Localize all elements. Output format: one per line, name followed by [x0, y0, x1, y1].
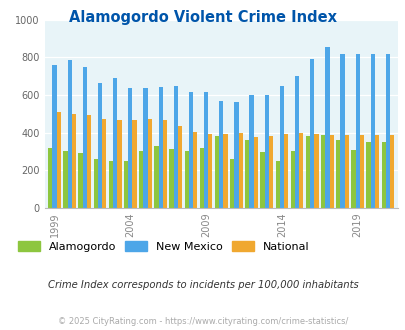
Bar — [230, 159, 234, 208]
Bar — [389, 136, 393, 208]
Bar — [260, 152, 264, 208]
Bar — [370, 54, 374, 208]
Bar — [249, 95, 253, 208]
Bar — [219, 101, 223, 208]
Legend: Alamogordo, New Mexico, National: Alamogordo, New Mexico, National — [18, 241, 309, 252]
Bar — [290, 151, 294, 208]
Bar — [132, 120, 136, 208]
Bar — [320, 136, 324, 208]
Bar — [214, 136, 219, 208]
Bar — [63, 151, 67, 208]
Bar — [173, 86, 177, 208]
Bar — [67, 60, 72, 208]
Bar — [98, 83, 102, 208]
Bar — [344, 136, 348, 208]
Text: Alamogordo Violent Crime Index: Alamogordo Violent Crime Index — [69, 10, 336, 25]
Bar — [329, 135, 333, 208]
Bar — [154, 146, 158, 208]
Bar — [245, 140, 249, 208]
Bar — [139, 150, 143, 208]
Bar — [355, 54, 359, 208]
Bar — [193, 132, 197, 208]
Bar — [177, 126, 182, 208]
Bar — [238, 133, 242, 208]
Bar — [203, 92, 208, 208]
Bar — [158, 86, 162, 208]
Bar — [359, 136, 363, 208]
Bar — [94, 159, 98, 208]
Bar — [83, 67, 87, 208]
Bar — [169, 148, 173, 208]
Bar — [324, 47, 329, 208]
Bar — [385, 54, 389, 208]
Bar — [87, 115, 91, 208]
Bar — [128, 87, 132, 208]
Bar — [305, 136, 309, 208]
Bar — [147, 119, 151, 208]
Bar — [102, 118, 106, 208]
Bar — [48, 148, 52, 208]
Bar — [313, 134, 318, 208]
Bar — [374, 136, 378, 208]
Bar — [72, 114, 76, 208]
Bar — [309, 59, 313, 208]
Bar — [162, 120, 166, 208]
Text: © 2025 CityRating.com - https://www.cityrating.com/crime-statistics/: © 2025 CityRating.com - https://www.city… — [58, 317, 347, 326]
Bar — [264, 95, 268, 208]
Bar — [184, 150, 188, 208]
Bar — [234, 102, 238, 208]
Bar — [56, 112, 61, 208]
Bar — [253, 137, 257, 208]
Text: Crime Index corresponds to incidents per 100,000 inhabitants: Crime Index corresponds to incidents per… — [47, 280, 358, 290]
Bar — [335, 140, 339, 208]
Bar — [52, 65, 56, 208]
Bar — [124, 161, 128, 208]
Bar — [117, 120, 121, 208]
Bar — [208, 134, 212, 208]
Bar — [223, 134, 227, 208]
Bar — [113, 78, 117, 208]
Bar — [275, 161, 279, 208]
Bar — [279, 86, 283, 208]
Bar — [143, 87, 147, 208]
Bar — [78, 153, 83, 208]
Bar — [268, 136, 273, 208]
Bar — [294, 76, 298, 208]
Bar — [298, 133, 303, 208]
Bar — [350, 149, 355, 208]
Bar — [339, 54, 344, 208]
Bar — [381, 142, 385, 208]
Bar — [284, 134, 288, 208]
Bar — [366, 142, 370, 208]
Bar — [188, 92, 193, 208]
Bar — [199, 148, 203, 208]
Bar — [109, 161, 113, 208]
